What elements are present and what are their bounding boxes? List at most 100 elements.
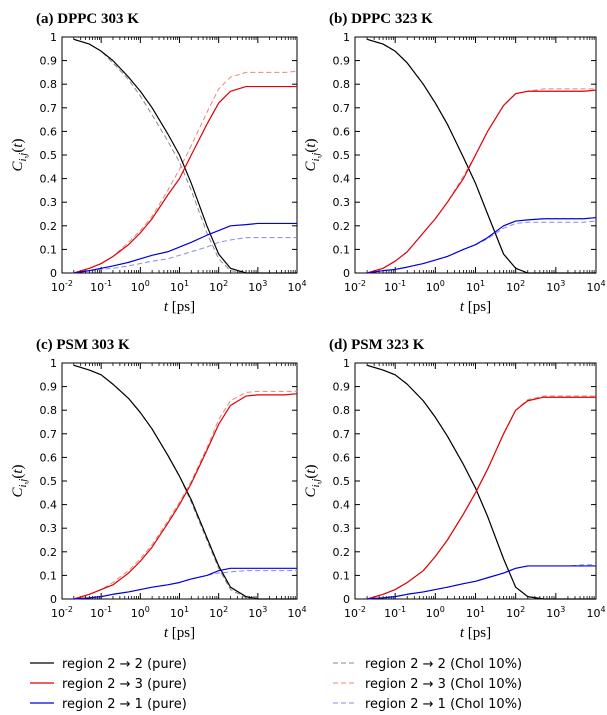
x-tick-label: 10-1	[384, 279, 406, 294]
y-axis-label: Ci,j(t)	[303, 138, 322, 171]
x-tick-label: 10-2	[344, 605, 366, 620]
x-tick-label: 101	[170, 605, 189, 620]
legend-label: region 2 → 1 (Chol 10%)	[365, 697, 522, 712]
x-tick-label: 100	[131, 605, 150, 620]
series-line-region-2-1-chol-10	[73, 237, 297, 274]
y-tick-label: 0.3	[333, 522, 351, 535]
series-line-region-2-3-chol-10	[366, 88, 596, 274]
y-tick-label: 0	[50, 593, 57, 606]
y-tick-label: 0.9	[333, 55, 351, 68]
y-tick-label: 0.2	[40, 220, 58, 233]
series-line-region-2-3-chol-10	[73, 390, 297, 600]
x-tick-label: 10-1	[90, 279, 112, 294]
y-tick-label: 0.5	[333, 149, 351, 162]
y-tick-label: 0.7	[333, 102, 351, 115]
y-tick-label: 0.1	[40, 569, 58, 582]
x-tick-label: 10-2	[51, 279, 73, 294]
chart-title: (d) PSM 323 K	[329, 337, 425, 353]
y-tick-label: 0.8	[333, 78, 351, 91]
y-tick-label: 0.1	[40, 243, 58, 256]
x-tick-label: 103	[248, 605, 267, 620]
series-line-region-2-1-pure	[367, 216, 597, 274]
legend-label: region 2 → 3 (Chol 10%)	[365, 677, 522, 692]
y-tick-label: 1	[50, 31, 57, 44]
series-line-region-2-3-pure	[73, 393, 298, 600]
x-axis-label: t [ps]	[460, 299, 491, 315]
y-tick-label: 0.3	[40, 522, 58, 535]
y-tick-label: 0.5	[40, 149, 58, 162]
legend-label: region 2 → 2 (pure)	[62, 657, 187, 672]
y-tick-label: 0.2	[333, 220, 351, 233]
chart-panel-4: (d) PSM 323 K 0 0.1 0.2 0.3 0.4 0.5 0.6 0.7 0.8 0.…	[303, 337, 606, 641]
x-tick-label: 102	[506, 605, 525, 620]
y-tick-label: 0	[50, 267, 57, 280]
y-axis-label: Ci,j(t)	[10, 138, 29, 171]
y-tick-label: 0.3	[333, 196, 351, 209]
legend-label: region 2 → 3 (pure)	[62, 677, 187, 692]
y-tick-label: 0.7	[40, 428, 58, 441]
chart-title: (a) DPPC 303 K	[36, 11, 139, 27]
y-tick-label: 0.6	[333, 125, 351, 138]
y-tick-label: 0.8	[333, 404, 351, 417]
y-tick-label: 0.7	[40, 102, 58, 115]
y-tick-label: 0.5	[333, 475, 351, 488]
series-line-region-2-3-pure	[366, 396, 596, 600]
x-tick-label: 101	[466, 279, 485, 294]
legend-label: region 2 → 1 (pure)	[62, 697, 187, 712]
x-tick-label: 10-2	[344, 279, 366, 294]
y-tick-label: 0.7	[333, 428, 351, 441]
y-axis-label: Ci,j(t)	[10, 464, 29, 497]
series-line-region-2-1-chol-10	[367, 220, 597, 274]
y-tick-label: 0.4	[40, 499, 58, 512]
series-line-region-2-1-chol-10	[73, 570, 297, 600]
x-tick-label: 102	[209, 605, 228, 620]
plot-frame	[354, 362, 597, 600]
x-tick-label: 101	[466, 605, 485, 620]
x-tick-label: 103	[546, 605, 565, 620]
y-tick-label: 0.5	[40, 475, 58, 488]
series-line-region-2-1-chol-10	[367, 564, 596, 600]
x-tick-label: 10-1	[90, 605, 112, 620]
series-line-region-2-3-chol-10	[73, 70, 298, 274]
y-tick-label: 0	[343, 593, 350, 606]
legend: region 2 → 2 (pure) region 2 → 3 (pure) re…	[30, 657, 522, 712]
y-axis-label: Ci,j(t)	[303, 464, 322, 497]
y-tick-label: 0	[343, 267, 350, 280]
x-tick-label: 101	[170, 279, 189, 294]
y-tick-label: 1	[343, 31, 350, 44]
x-tick-label: 103	[248, 279, 267, 294]
x-tick-label: 103	[546, 279, 565, 294]
y-tick-label: 0.6	[40, 125, 58, 138]
series-line-region-2-1-pure	[367, 565, 596, 600]
series-line-region-2-1-pure	[73, 567, 297, 600]
y-tick-label: 0.9	[40, 55, 58, 68]
plot-frame	[61, 362, 298, 600]
series-line-region-2-3-chol-10	[366, 395, 596, 600]
series-line-region-2-2-pure	[366, 38, 596, 274]
series-line-region-2-2-chol-10	[366, 38, 596, 274]
x-tick-label: 104	[586, 279, 605, 294]
x-axis-label: t [ps]	[164, 625, 195, 641]
y-tick-label: 0.4	[40, 173, 58, 186]
x-tick-label: 104	[287, 279, 306, 294]
x-tick-label: 10-2	[51, 605, 73, 620]
series-line-region-2-2-chol-10	[73, 364, 297, 600]
y-tick-label: 0.6	[333, 451, 351, 464]
series-line-region-2-2-pure	[73, 364, 297, 600]
y-tick-label: 0.4	[333, 173, 351, 186]
series-line-region-2-2-pure	[366, 364, 596, 600]
chart-title: (c) PSM 303 K	[36, 337, 130, 353]
y-tick-label: 0.2	[333, 546, 351, 559]
chart-panel-2: (b) DPPC 323 K 0 0.1 0.2 0.3 0.4 0.5 0.6 0.7 0.8 0…	[303, 11, 606, 315]
y-tick-label: 0.4	[333, 499, 351, 512]
y-tick-label: 1	[343, 357, 350, 370]
x-axis-label: t [ps]	[460, 625, 491, 641]
x-axis-label: t [ps]	[164, 299, 195, 315]
x-tick-label: 100	[426, 605, 445, 620]
x-tick-label: 10-1	[384, 605, 406, 620]
x-tick-label: 104	[586, 605, 605, 620]
chart-panel-3: (c) PSM 303 K 0 0.1 0.2 0.3 0.4 0.5 0.6 0.7 0.8 0.…	[10, 337, 307, 641]
y-tick-label: 0.8	[40, 78, 58, 91]
y-tick-label: 0.9	[333, 381, 351, 394]
